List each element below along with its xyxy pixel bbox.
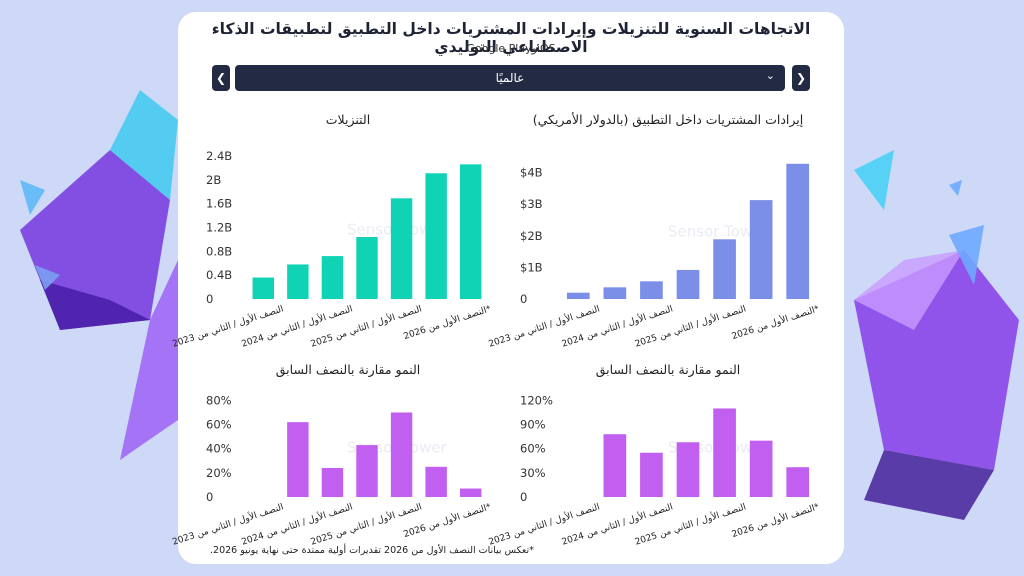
y-tick-label: 0: [520, 292, 527, 306]
region-dropdown-value: عالميًا: [495, 71, 525, 85]
y-tick-label: 80%: [206, 393, 232, 407]
bar: [786, 467, 810, 497]
revenue-growth-chart-title: النمو مقارنة بالنصف السابق: [595, 362, 741, 377]
downloads-chart-title: التنزيلات: [325, 112, 371, 127]
background-crystal-left: [20, 90, 178, 460]
bar: [749, 440, 773, 497]
bar: [425, 466, 447, 497]
revenue-chart-panel: إيرادات المشتريات داخل التطبيق (بالدولار…: [487, 112, 828, 350]
report-card: الاتجاهات السنوية للتنزيلات وإيرادات الم…: [171, 12, 844, 564]
bar: [603, 434, 627, 497]
bar: [566, 292, 590, 299]
y-tick-label: 40%: [206, 442, 232, 456]
y-tick-label: 2B: [206, 173, 221, 187]
bar: [287, 264, 309, 299]
downloads-growth-chart-title: النمو مقارنة بالنصف السابق: [275, 362, 421, 377]
y-tick-label: 0: [520, 490, 527, 504]
x-category-label: النصف الأول / الثاني من 2025: [309, 302, 423, 349]
region-dropdown[interactable]: عالميًا ⌄: [235, 65, 785, 91]
bar: [713, 239, 736, 299]
y-tick-label: $3B: [520, 197, 543, 211]
chevron-right-icon: ❯: [795, 71, 807, 85]
bar: [640, 452, 663, 497]
chevron-left-icon: ❮: [215, 71, 227, 85]
downloads-growth-chart-panel: النمو مقارنة بالنصف السابق Sensor Tower0…: [171, 362, 498, 548]
x-category-label: النصف الأول / الثاني من 2024: [240, 302, 354, 349]
bar: [321, 468, 344, 497]
previous-button[interactable]: ❮: [212, 65, 230, 91]
x-category-label: النصف الأول / الثاني من 2023: [171, 500, 285, 547]
bar: [252, 277, 275, 299]
bar: [676, 442, 700, 497]
revenue-chart-title: إيرادات المشتريات داخل التطبيق (بالدولار…: [532, 112, 804, 127]
bar: [603, 287, 627, 299]
background-crystal-right: [854, 150, 1019, 520]
y-tick-label: 0: [206, 490, 213, 504]
y-tick-label: 20%: [206, 466, 232, 480]
watermark-text: Sensor Tower: [668, 222, 768, 240]
bar: [459, 164, 482, 299]
y-tick-label: 0: [206, 292, 213, 306]
page-title: الاتجاهات السنوية للتنزيلات وإيرادات الم…: [211, 20, 811, 56]
y-tick-label: 1.6B: [206, 197, 232, 211]
x-category-label: النصف الأول / الثاني من 2025: [633, 500, 747, 547]
revenue-growth-chart-panel: النمو مقارنة بالنصف السابق Sensor Tower0…: [487, 362, 828, 548]
y-tick-label: 90%: [520, 418, 546, 432]
page-subtitle: Google PlayوiOS: [466, 42, 556, 55]
bar: [321, 256, 344, 299]
bar: [425, 173, 447, 299]
y-tick-label: 2.4B: [206, 149, 232, 163]
y-tick-label: 0.4B: [206, 268, 232, 282]
y-tick-label: 120%: [520, 393, 553, 407]
y-tick-label: 60%: [520, 442, 546, 456]
bar: [287, 422, 309, 497]
next-button[interactable]: ❯: [792, 65, 810, 91]
y-tick-label: $2B: [520, 229, 543, 243]
x-category-label: النصف الأول / الثاني من 2023: [171, 302, 285, 349]
x-category-label: النصف الأول / الثاني من 2024: [240, 500, 354, 547]
bar: [640, 281, 663, 299]
bar: [356, 445, 378, 497]
bar: [676, 269, 700, 299]
footnote: *تعكس بيانات النصف الأول من 2026 تقديرات…: [210, 545, 534, 556]
bar: [749, 200, 773, 299]
y-tick-label: 0.8B: [206, 244, 232, 258]
chevron-down-icon: ⌄: [765, 69, 775, 82]
bar: [390, 412, 413, 497]
x-category-label: النصف الأول / الثاني من 2025: [633, 302, 747, 349]
bar: [713, 408, 736, 497]
y-tick-label: $4B: [520, 166, 543, 180]
region-selector-row: ❮ عالميًا ⌄ ❯: [212, 65, 810, 91]
y-tick-label: 30%: [520, 466, 546, 480]
x-category-label: النصف الأول / الثاني من 2025: [309, 500, 423, 547]
y-tick-label: 60%: [206, 418, 232, 432]
downloads-chart-panel: التنزيلات Sensor Tower 0 0.4B 0.8B 1.2B 1.6B 2…: [171, 112, 498, 350]
y-tick-label: 1.2B: [206, 221, 232, 235]
y-tick-label: $1B: [520, 260, 543, 274]
downloads-chart: Sensor Tower00.4B0.8B1.2B1.6B2B2.4Bالنصف…: [171, 149, 493, 350]
revenue-chart: Sensor Tower 0 $1B $2B $3B $4B النصف الأول / ا…: [487, 163, 821, 350]
bar: [786, 163, 810, 299]
bar: [356, 237, 378, 299]
bar: [390, 198, 413, 299]
bar: [459, 488, 482, 497]
